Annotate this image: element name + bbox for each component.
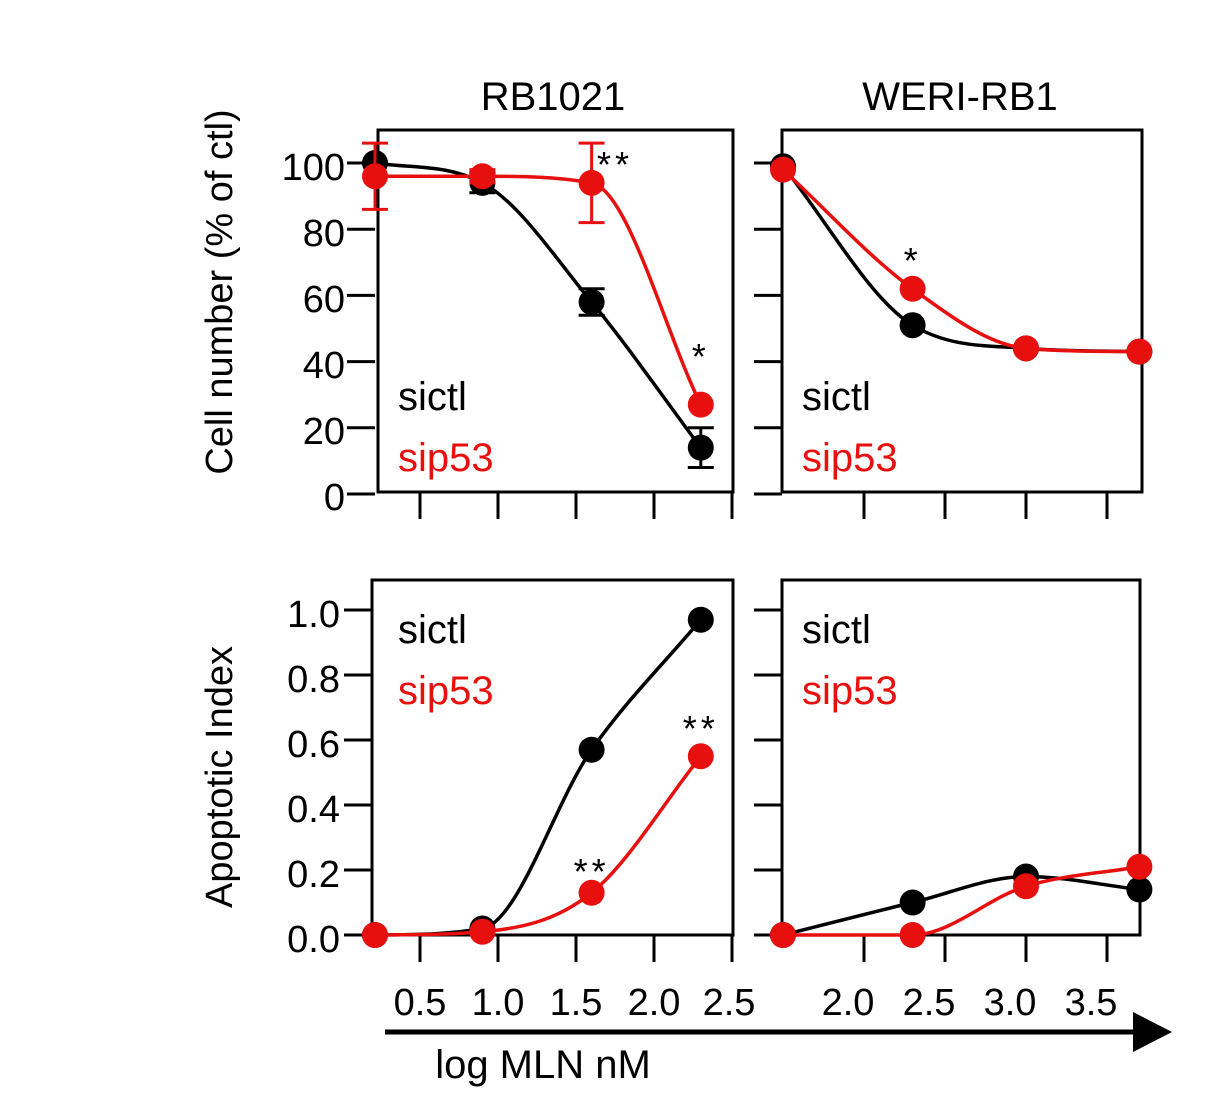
significance-marker: **	[683, 708, 719, 749]
x-tick-label: 3.0	[984, 982, 1037, 1024]
y-tick-label: 0.0	[287, 919, 340, 961]
y-tick-label: 80	[303, 213, 345, 255]
chart-marks: ********	[362, 141, 1153, 948]
x-tick-label: 2.0	[822, 982, 875, 1024]
data-point-sictl	[899, 312, 926, 339]
data-point-sip53	[578, 169, 605, 196]
data-point-sip53	[362, 163, 388, 190]
y-tick-label: 100	[282, 147, 345, 189]
data-point-sip53	[578, 879, 605, 906]
series-line-sictl	[374, 618, 703, 937]
legend-sictl: sictl	[398, 608, 467, 652]
data-point-sictl	[687, 606, 714, 633]
data-point-sip53	[687, 743, 714, 770]
data-point-sictl	[578, 289, 605, 316]
significance-marker: **	[574, 851, 610, 892]
data-point-sip53	[362, 922, 388, 948]
data-point-sictl	[578, 736, 605, 763]
series-line-sip53	[374, 174, 703, 406]
x-tick-labels-right: 2.0 2.5 3.0 3.5	[822, 982, 1118, 1024]
series-line-sip53	[374, 755, 703, 937]
data-point-sip53	[770, 156, 796, 183]
panel-title-rb1021: RB1021	[481, 75, 626, 119]
series-line-sip53	[783, 865, 1140, 937]
data-point-sictl	[1126, 876, 1153, 903]
y-tick-label: 0.8	[287, 659, 340, 701]
significance-marker: *	[904, 240, 922, 281]
data-point-sip53	[899, 275, 926, 302]
data-point-sip53	[1013, 335, 1039, 362]
data-point-sip53	[899, 922, 926, 948]
x-tick-label: 2.5	[703, 982, 756, 1024]
data-point-sictl	[687, 434, 714, 461]
x-tick-label: 0.5	[394, 982, 447, 1024]
series-line-sip53	[781, 168, 1140, 354]
y-tick-label: 0.4	[287, 789, 340, 831]
y-tick-label: 1.0	[287, 594, 340, 636]
y-tick-labels-bottom: 1.0 0.8 0.6 0.4 0.2 0.0	[287, 594, 340, 961]
series-line-sictl	[374, 161, 703, 449]
y-axis-title-top: Cell number (% of ctl)	[199, 109, 241, 474]
panel-frame-top-right	[780, 128, 1144, 494]
panel-frame-top-left	[376, 128, 735, 494]
panel-frame-bottom-right	[780, 578, 1142, 937]
data-point-sip53	[469, 918, 496, 945]
x-axis-title: log MLN nM	[435, 1043, 651, 1087]
y-tick-label: 60	[303, 279, 345, 321]
data-point-sip53	[1126, 853, 1153, 880]
x-tick-label: 1.5	[550, 982, 603, 1024]
data-point-sictl	[899, 889, 926, 916]
y-tick-label: 20	[303, 411, 345, 453]
x-tick-label: 3.5	[1065, 982, 1118, 1024]
data-point-sip53	[469, 163, 496, 190]
series-line-sictl	[782, 874, 1140, 937]
legend-sictl: sictl	[802, 608, 871, 652]
y-axis-title-bottom: Apoptotic Index	[199, 646, 241, 908]
panel-frame-bottom-left	[370, 578, 735, 937]
legend-sictl: sictl	[398, 375, 467, 419]
y-tick-labels-top: 100 80 60 40 20 0	[282, 147, 345, 519]
x-tick-labels-left: 0.5 1.0 1.5 2.0 2.5	[394, 982, 756, 1024]
y-tick-label: 0.2	[287, 854, 340, 896]
data-point-sip53	[687, 391, 714, 418]
legend-sip53: sip53	[398, 436, 494, 480]
axis-ticks	[344, 161, 1109, 962]
x-axis-arrow-head-icon	[1133, 1012, 1172, 1052]
data-point-sip53	[1126, 338, 1153, 365]
legend-sip53: sip53	[802, 669, 898, 713]
x-tick-label: 2.5	[903, 982, 956, 1024]
significance-marker: *	[692, 336, 710, 377]
legend-sip53: sip53	[398, 669, 494, 713]
legend-sictl: sictl	[802, 375, 871, 419]
data-point-sip53	[770, 922, 796, 948]
legend-sip53: sip53	[802, 436, 898, 480]
significance-marker: **	[597, 144, 633, 185]
panel-title-weri-rb1: WERI-RB1	[862, 75, 1058, 119]
y-tick-label: 0.6	[287, 724, 340, 766]
x-tick-label: 1.0	[472, 982, 525, 1024]
data-point-sip53	[1013, 873, 1039, 900]
y-tick-label: 0	[324, 477, 345, 519]
x-tick-label: 2.0	[628, 982, 681, 1024]
y-tick-label: 40	[303, 345, 345, 387]
